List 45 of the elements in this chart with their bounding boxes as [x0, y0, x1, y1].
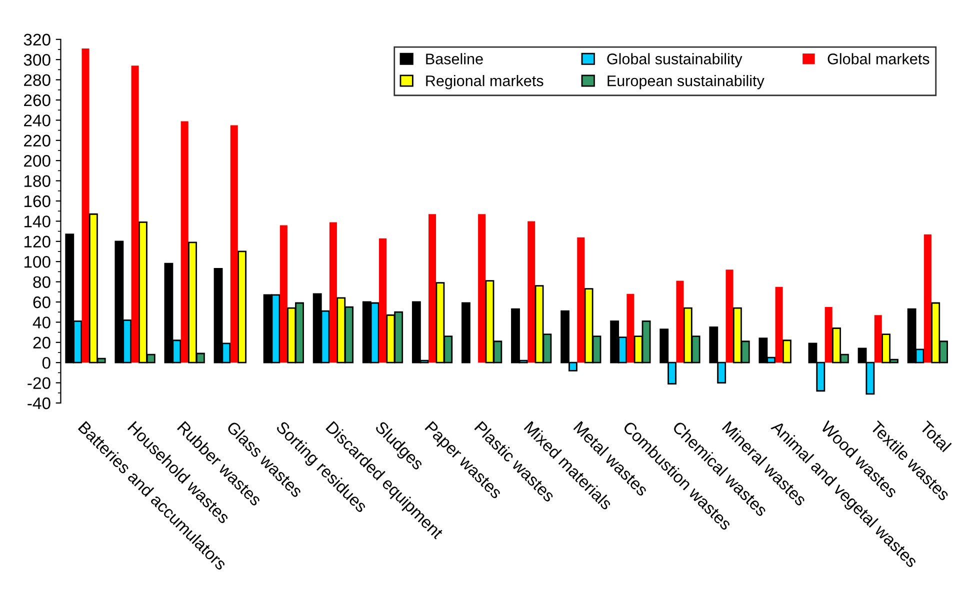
y-tick-label: 20 — [33, 336, 50, 349]
y-tick-label: 0 — [42, 356, 50, 369]
bar — [775, 286, 783, 363]
bar — [378, 238, 386, 363]
bar — [428, 214, 436, 363]
bar — [726, 270, 734, 363]
bar — [924, 234, 932, 363]
y-tick-label: -20 — [28, 377, 50, 389]
y-tick-label: 260 — [24, 94, 50, 106]
y-tick-label: 320 — [24, 34, 50, 46]
bar — [131, 66, 139, 363]
bar — [280, 225, 288, 363]
bar — [577, 237, 585, 363]
y-tick-label: 240 — [24, 114, 50, 126]
bar — [782, 340, 792, 364]
y-tick-label: 160 — [24, 195, 50, 208]
y-tick-label: 140 — [24, 216, 50, 228]
y-tick-label: 80 — [33, 276, 50, 288]
bar — [478, 214, 486, 363]
y-tick-label: 200 — [24, 154, 50, 167]
y-tick-label: 40 — [32, 316, 50, 328]
y-tick-label: 120 — [24, 236, 50, 248]
y-tick-label: 60 — [33, 296, 50, 308]
bar — [329, 222, 337, 363]
legend-label: Global sustainability — [607, 53, 742, 68]
bar — [238, 250, 247, 364]
legend-label: Regional markets — [426, 75, 544, 90]
bar — [874, 315, 882, 363]
y-tick-label: 180 — [24, 175, 50, 187]
legend-label: European sustainability — [608, 75, 764, 90]
legend-label: Global markets — [828, 53, 930, 64]
bar — [824, 307, 832, 363]
bar — [528, 221, 536, 363]
legend-label: Baseline — [426, 53, 483, 64]
bar — [82, 48, 90, 363]
y-tick-label: 100 — [24, 256, 50, 268]
bar — [180, 121, 188, 363]
y-tick-label: 300 — [24, 54, 50, 66]
y-tick-label: 220 — [24, 134, 50, 147]
y-tick-label: -40 — [28, 397, 50, 410]
bar — [676, 280, 684, 363]
bar — [230, 125, 238, 363]
bar — [462, 302, 470, 364]
y-tick-label: 280 — [24, 74, 50, 86]
bar — [626, 294, 634, 363]
